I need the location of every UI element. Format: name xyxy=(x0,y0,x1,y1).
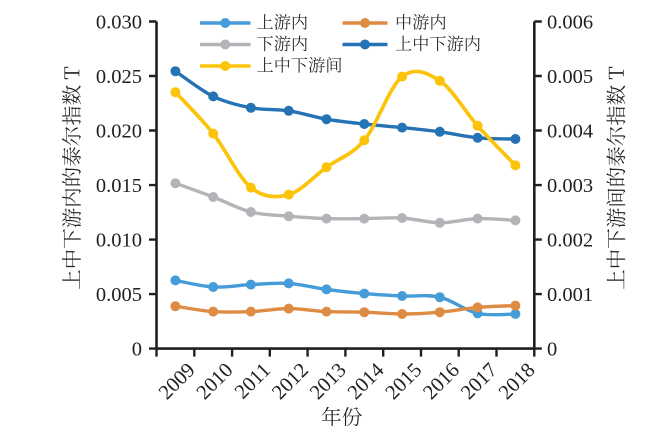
svg-text:0.030: 0.030 xyxy=(96,11,142,33)
svg-text:0.001: 0.001 xyxy=(547,284,593,306)
svg-text:0: 0 xyxy=(547,338,557,360)
svg-text:0.003: 0.003 xyxy=(547,175,593,197)
svg-text:0.005: 0.005 xyxy=(96,284,142,306)
svg-text:0.005: 0.005 xyxy=(547,66,593,88)
svg-text:0.010: 0.010 xyxy=(96,229,142,251)
svg-text:0: 0 xyxy=(132,338,142,360)
svg-text:0.015: 0.015 xyxy=(96,175,142,197)
svg-text:0.004: 0.004 xyxy=(547,120,593,142)
svg-text:0.025: 0.025 xyxy=(96,66,142,88)
svg-text:0.002: 0.002 xyxy=(547,229,593,251)
svg-text:0.006: 0.006 xyxy=(547,11,593,33)
svg-text:0.020: 0.020 xyxy=(96,120,142,142)
